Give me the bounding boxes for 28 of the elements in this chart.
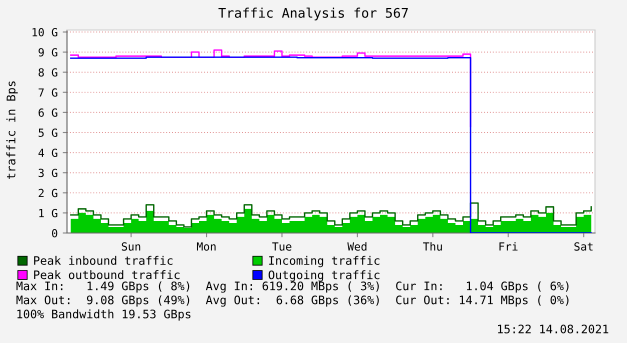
y-tick-label: 0 bbox=[52, 229, 58, 238]
x-tick-label: Thu bbox=[423, 242, 442, 251]
chart-title: Traffic Analysis for 567 bbox=[218, 8, 408, 20]
y-tick-label: 7 G bbox=[38, 88, 58, 97]
legend-label: Outgoing traffic bbox=[268, 270, 380, 282]
y-axis-title: traffic in Bps bbox=[6, 81, 18, 179]
y-tick-label: 2 G bbox=[38, 188, 58, 198]
y-tick-label: 5 G bbox=[38, 128, 58, 137]
text: 15:22 14.08.2021 bbox=[498, 324, 608, 334]
y-tick-label: 1 G bbox=[39, 208, 58, 218]
x-tick-label: Mon bbox=[196, 242, 216, 251]
y-tick-label: 10 G bbox=[32, 28, 58, 36]
legend-label: Peak outbound traffic bbox=[34, 270, 180, 280]
y-tick-label: 4 G bbox=[38, 148, 58, 158]
y-tick-label: 9 G bbox=[38, 48, 58, 57]
legend-label: Peak inbound traffic bbox=[34, 256, 172, 265]
x-tick-label: Sun bbox=[122, 242, 140, 251]
x-tick-label: Fri bbox=[499, 242, 518, 251]
legend-label: Incoming traffic bbox=[269, 256, 380, 268]
y-tick-label: 8 G bbox=[38, 68, 58, 77]
x-tick-label: Wed bbox=[347, 242, 366, 251]
text: Max In: 1.49 GBps ( 8%) Avg In: 619.20 MBps ( 3%) Cur In: 1.04 GBps ( 6%) bbox=[16, 281, 568, 293]
text: Max Out: 9.08 GBps (49%) Avg Out: 6.68 GBps (36%) Cur Out: 14.71 MBps ( 0%) bbox=[16, 295, 568, 307]
x-tick-label: Sat bbox=[574, 242, 593, 251]
y-tick-label: 6 G bbox=[38, 108, 58, 117]
text: 100% Bandwidth 19.53 GBps bbox=[17, 309, 190, 321]
y-tick-label: 3 G bbox=[38, 168, 58, 178]
x-tick-label: Tue bbox=[272, 242, 292, 251]
